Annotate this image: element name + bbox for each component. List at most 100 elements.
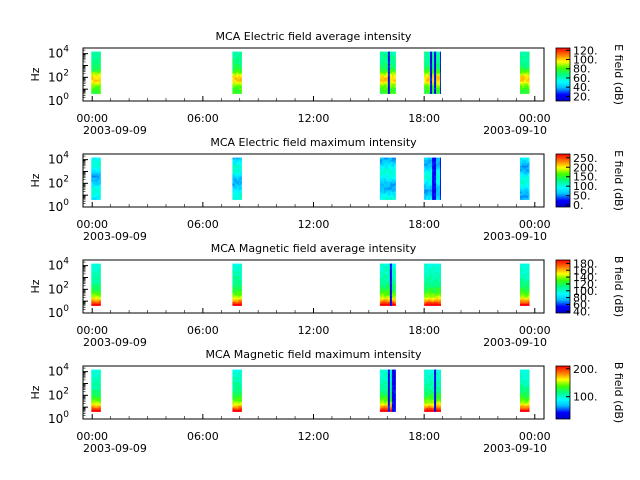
spectrogram-block <box>424 369 441 412</box>
x-tick-label: 06:00 <box>187 324 219 337</box>
x-tick-label: 06:00 <box>187 112 219 125</box>
colorbar-tick-label: 80. <box>573 292 591 305</box>
panel-title: MCA Magnetic field maximum intensity <box>206 348 422 361</box>
colorbar-tick-label: 60. <box>573 298 591 311</box>
spectrogram-block <box>424 263 441 306</box>
colorbar-tick-label: 80. <box>573 63 591 76</box>
colorbar-tick-label: 100. <box>573 180 598 193</box>
axes-frame <box>82 365 545 420</box>
colorbar-tick-label: 160. <box>573 264 598 277</box>
colorbar-tick-label: 50. <box>573 190 591 203</box>
x-tick-label: 06:00 <box>187 218 219 231</box>
spectrogram-block <box>91 157 101 200</box>
y-tick-label: 100 <box>48 92 69 108</box>
x-tick-label: 00:00 <box>76 324 108 337</box>
colorbar-label: B field (dB) <box>612 362 625 423</box>
colorbar-tick-label: 120. <box>573 278 598 291</box>
y-tick-label: 104 <box>48 151 69 167</box>
y-tick-label: 100 <box>48 410 69 426</box>
colorbar-tick-label: 100. <box>573 285 598 298</box>
x-end-date: 2003-09-10 <box>483 230 547 243</box>
x-start-date: 2003-09-09 <box>83 442 147 455</box>
spectrogram-block <box>232 369 242 412</box>
x-tick-label: 00:00 <box>519 430 551 443</box>
x-tick-label: 00:00 <box>519 112 551 125</box>
y-axis-label: Hz <box>29 173 42 187</box>
spectrogram-block <box>520 263 530 306</box>
colorbar-tick-label: 200. <box>573 363 598 376</box>
y-tick-label: 104 <box>48 45 69 61</box>
colorbar-tick-label: 250. <box>573 152 598 165</box>
x-tick-label: 06:00 <box>187 430 219 443</box>
x-start-date: 2003-09-09 <box>83 124 147 137</box>
spectrogram-block <box>379 51 396 94</box>
spectrogram-block <box>379 369 396 412</box>
colorbar <box>555 259 571 314</box>
panel-title: MCA Electric field maximum intensity <box>210 136 417 149</box>
colorbar-label: E field (dB) <box>612 150 625 211</box>
y-axis-label: Hz <box>29 67 42 81</box>
spectrogram-block <box>91 263 101 306</box>
axes-frame <box>82 259 545 314</box>
x-end-date: 2003-09-10 <box>483 124 547 137</box>
y-tick-label: 104 <box>48 363 69 379</box>
axes-frame <box>82 47 545 102</box>
spectrogram-block <box>520 157 530 200</box>
x-tick-label: 12:00 <box>298 430 330 443</box>
colorbar-tick-label: 40. <box>573 305 591 318</box>
panel-2: MCA Electric field maximum intensity 100 1… <box>29 136 625 243</box>
colorbar-tick-label: 100. <box>573 54 598 67</box>
colorbar <box>555 365 571 420</box>
y-tick-label: 102 <box>48 386 69 402</box>
colorbar-label: B field (dB) <box>612 256 625 317</box>
spectrogram-block <box>379 263 396 306</box>
x-tick-label: 18:00 <box>408 218 440 231</box>
x-tick-label: 12:00 <box>298 324 330 337</box>
colorbar-tick-label: 100. <box>573 391 598 404</box>
colorbar-tick-label: 150. <box>573 171 598 184</box>
x-tick-label: 00:00 <box>76 218 108 231</box>
axes-frame <box>82 153 545 208</box>
x-tick-label: 00:00 <box>76 430 108 443</box>
panel-4: MCA Magnetic field maximum intensity 100 1… <box>29 348 625 455</box>
y-tick-label: 102 <box>48 68 69 84</box>
colorbar <box>555 47 571 102</box>
panel-3: MCA Magnetic field average intensity 100 1… <box>29 242 625 349</box>
x-tick-label: 00:00 <box>519 324 551 337</box>
colorbar-tick-label: 60. <box>573 72 591 85</box>
colorbar-tick-label: 40. <box>573 81 591 94</box>
x-tick-label: 18:00 <box>408 324 440 337</box>
x-start-date: 2003-09-09 <box>83 230 147 243</box>
panel-title: MCA Electric field average intensity <box>216 30 412 43</box>
spectrogram-block <box>520 369 530 412</box>
spectrogram-block <box>232 51 242 94</box>
spectrogram-block <box>379 157 396 200</box>
spectrogram-block <box>424 51 441 94</box>
x-tick-label: 12:00 <box>298 112 330 125</box>
x-end-date: 2003-09-10 <box>483 336 547 349</box>
colorbar-tick-label: 20. <box>573 90 591 103</box>
panel-title: MCA Magnetic field average intensity <box>211 242 417 255</box>
y-tick-label: 104 <box>48 257 69 273</box>
spectrogram-block <box>424 157 441 200</box>
y-axis-label: Hz <box>29 385 42 399</box>
x-tick-label: 18:00 <box>408 430 440 443</box>
spectrogram-block <box>232 157 242 200</box>
y-axis-label: Hz <box>29 279 42 293</box>
colorbar-tick-label: 200. <box>573 161 598 174</box>
x-tick-label: 18:00 <box>408 112 440 125</box>
y-tick-label: 100 <box>48 198 69 214</box>
colorbar-tick-label: 0. <box>573 199 584 212</box>
colorbar-tick-label: 180. <box>573 257 598 270</box>
colorbar-tick-label: 140. <box>573 271 598 284</box>
x-end-date: 2003-09-10 <box>483 442 547 455</box>
spectrogram-block <box>232 263 242 306</box>
y-tick-label: 100 <box>48 304 69 320</box>
y-tick-label: 102 <box>48 280 69 296</box>
colorbar <box>555 153 571 208</box>
panel-1: MCA Electric field average intensity 100 1… <box>29 30 625 137</box>
colorbar-label: E field (dB) <box>612 44 625 105</box>
spectrogram-block <box>520 51 530 94</box>
spectrogram-block <box>91 369 101 412</box>
